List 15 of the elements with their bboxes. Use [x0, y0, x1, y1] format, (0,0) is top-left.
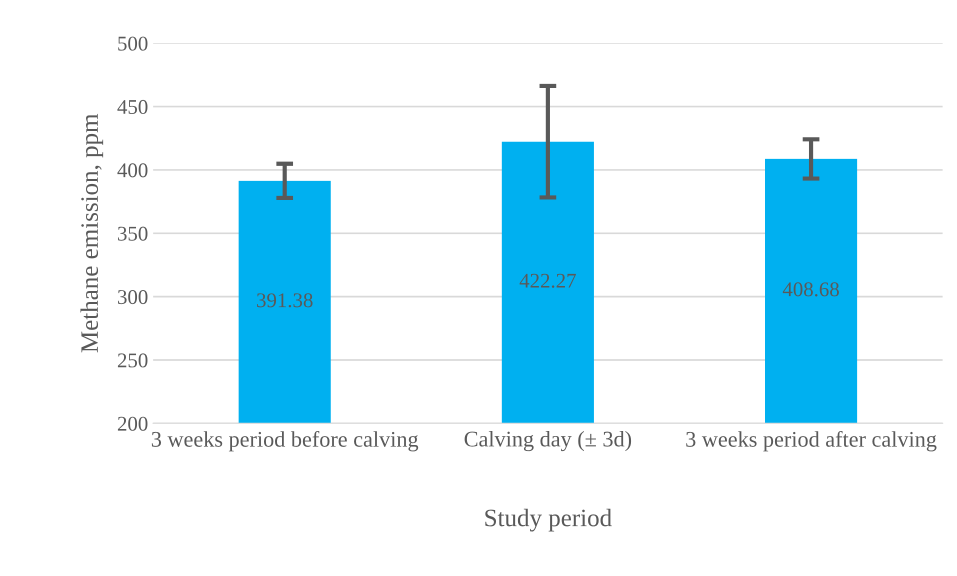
y-tick-label: 500	[118, 36, 148, 51]
y-tick-label: 450	[117, 100, 148, 114]
y-tick-label: 300	[118, 290, 148, 304]
x-tick-label: Calving day (± 3d)	[464, 430, 632, 452]
y-axis-title: Methane emission, ppm	[80, 114, 104, 352]
data-label: 422.27	[520, 274, 576, 288]
y-tick-label: 400	[117, 163, 148, 178]
data-label: 391.38	[257, 293, 313, 308]
x-tick-label: 3 weeks period before calving	[152, 430, 418, 452]
y-tick-label: 250	[118, 353, 148, 368]
y-tick-label: 350	[118, 226, 148, 241]
data-label: 408.68	[782, 282, 839, 296]
x-tick-label: 3 weeks period after calving	[686, 430, 937, 452]
x-axis-title: Study period	[485, 508, 612, 532]
y-tick-label: 200	[118, 416, 148, 431]
